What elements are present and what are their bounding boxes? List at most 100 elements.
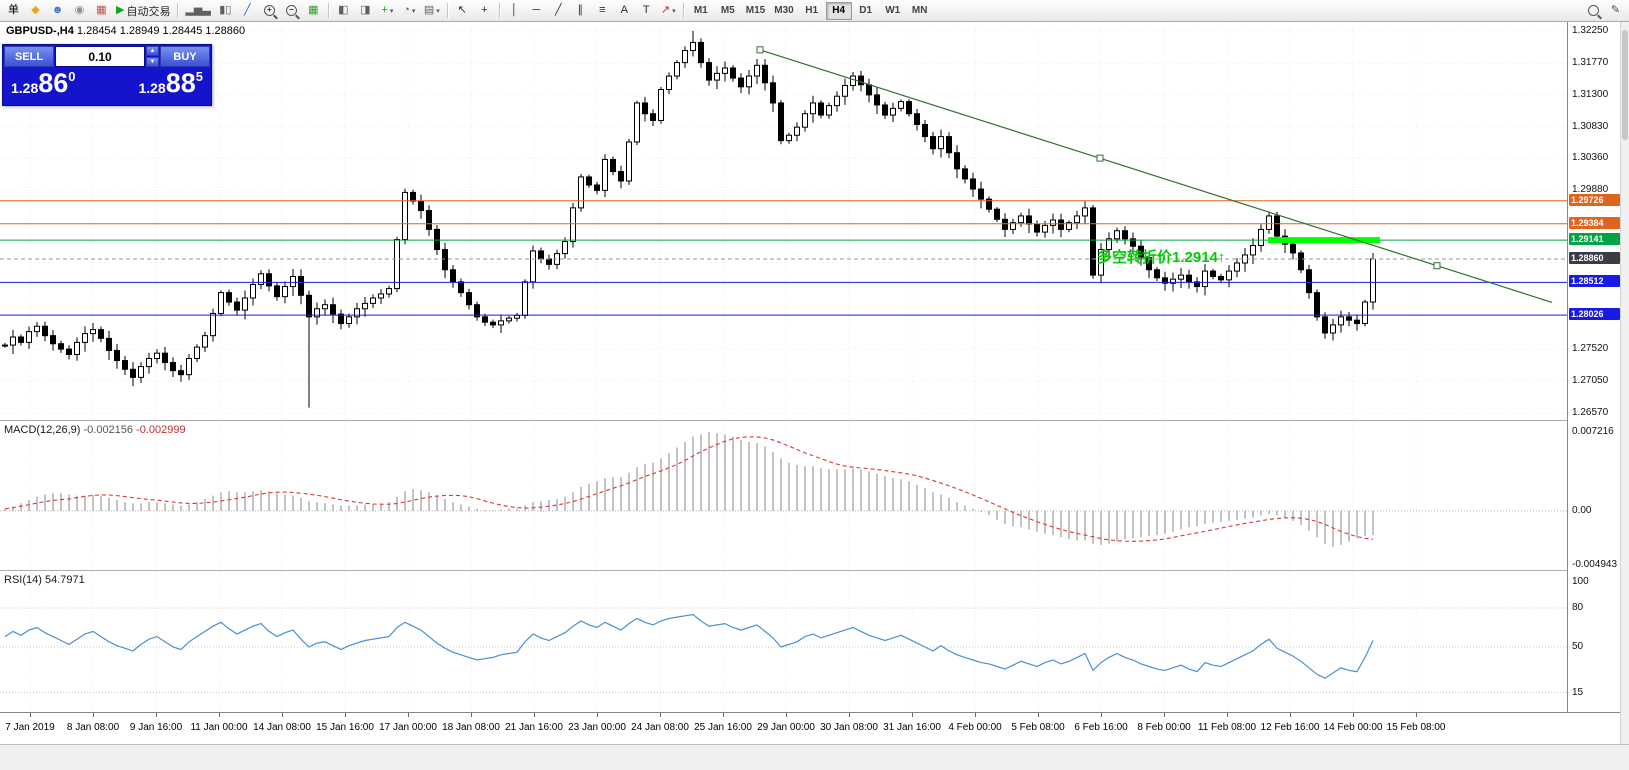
macd-signal-line — [4, 436, 1374, 542]
toolbar-separator — [446, 3, 448, 18]
panel-splitter[interactable] — [0, 420, 1620, 421]
lot-down-button[interactable]: ▼ — [146, 57, 159, 67]
time-tick — [282, 713, 283, 717]
text-label-icon[interactable]: T — [636, 1, 657, 20]
indicators-icon[interactable]: + ▾ — [377, 1, 398, 20]
fibonacci-icon[interactable]: ≡ — [592, 1, 613, 20]
time-tick — [534, 713, 535, 717]
time-tick — [597, 713, 598, 717]
axis-label: -0.004943 — [1572, 559, 1618, 570]
pencil-icon[interactable]: ✎ — [1605, 1, 1626, 20]
axis-label: 1.27520 — [1572, 343, 1609, 355]
cursor-icon[interactable]: ↖ — [452, 1, 473, 20]
search-icon[interactable] — [1583, 1, 1604, 20]
time-tick — [723, 713, 724, 717]
time-label: 11 Feb 08:00 — [1197, 722, 1257, 733]
crosshair-icon[interactable]: + — [474, 1, 495, 20]
bar-chart-icon[interactable]: ▂▅▃ — [182, 1, 213, 20]
profiles-icon[interactable]: ☻ — [47, 1, 68, 20]
lot-size-input[interactable] — [55, 46, 145, 67]
buy-button[interactable]: BUY — [160, 46, 210, 67]
time-tick — [471, 713, 472, 717]
axis-label: 100 — [1572, 576, 1589, 587]
sell-button[interactable]: SELL — [4, 46, 54, 67]
time-tick — [660, 713, 661, 717]
timeframe-h1[interactable]: H1 — [799, 2, 825, 20]
time-label: 8 Feb 00:00 — [1137, 722, 1191, 733]
new-order-icon[interactable]: ◆ — [25, 1, 46, 20]
zoom-in-icon[interactable]: + — [259, 1, 280, 20]
autotrading-button[interactable]: ▶ 自动交易 — [113, 1, 173, 20]
axis-label: 1.31300 — [1572, 88, 1609, 100]
buy-price[interactable]: 1.28 88 5 — [138, 68, 203, 98]
arrows-icon[interactable]: ↗ ▾ — [658, 1, 679, 20]
time-tick — [975, 713, 976, 717]
time-label: 30 Jan 08:00 — [820, 722, 878, 733]
trendline-handle[interactable] — [1433, 262, 1441, 270]
price-tag: 1.29141 — [1569, 233, 1620, 246]
channel-icon[interactable]: ∥ — [570, 1, 591, 20]
time-label: 7 Jan 2019 — [5, 722, 55, 733]
trendline-handle[interactable] — [756, 46, 764, 54]
timeframe-m15[interactable]: M15 — [742, 2, 769, 20]
trendline-icon[interactable]: ╱ — [548, 1, 569, 20]
templates-icon[interactable]: ▤ ▾ — [421, 1, 443, 20]
time-label: 18 Jan 08:00 — [442, 722, 500, 733]
timeframe-w1[interactable]: W1 — [880, 2, 906, 20]
tile-windows-icon[interactable]: ▦ — [303, 1, 324, 20]
auto-scroll-icon[interactable]: ◧ — [333, 1, 354, 20]
text-icon[interactable]: A — [614, 1, 635, 20]
timeframe-d1[interactable]: D1 — [853, 2, 879, 20]
time-label: 17 Jan 00:00 — [379, 722, 437, 733]
rsi-panel[interactable] — [0, 572, 1567, 712]
candles-layer — [2, 31, 1376, 408]
sell-price[interactable]: 1.28 86 0 — [11, 68, 76, 98]
axis-label: 1.30360 — [1572, 152, 1609, 164]
time-tick — [1227, 713, 1228, 717]
macd-panel[interactable] — [0, 422, 1567, 570]
horizontal-line-icon[interactable]: ─ — [526, 1, 547, 20]
chart-shift-icon[interactable]: ◨ — [355, 1, 376, 20]
timeframe-m30[interactable]: M30 — [770, 2, 797, 20]
time-label: 25 Jan 16:00 — [694, 722, 752, 733]
timeframe-m1[interactable]: M1 — [688, 2, 714, 20]
time-axis[interactable]: 7 Jan 2019 8 Jan 08:00 9 Jan 16:00 11 Jan 0… — [0, 712, 1620, 744]
macd-histogram — [4, 432, 1374, 548]
time-label: 14 Feb 00:00 — [1323, 722, 1383, 733]
timeframe-mn[interactable]: MN — [907, 2, 933, 20]
menu-item-partial[interactable]: 单 — [3, 1, 24, 20]
main-price-chart[interactable] — [0, 22, 1567, 420]
scrollbar-thumb[interactable] — [1622, 30, 1628, 140]
vertical-line-icon[interactable]: │ — [504, 1, 525, 20]
time-label: 12 Feb 16:00 — [1260, 722, 1320, 733]
candlestick-chart-icon[interactable]: ▮▯ — [215, 1, 236, 20]
time-label: 15 Jan 16:00 — [316, 722, 374, 733]
line-chart-icon[interactable]: ╱ — [237, 1, 258, 20]
toolbar: 单 ◆ ☻ ◉ ▦ ▶ 自动交易 ▂▅▃ ▮▯ ╱ + − ▦ ◧ ◨ + ▾ ◔ ▾ ▤ ▾ ↖ + │ ─ ╱ ∥ ≡ A T ↗ ▾ M1… — [0, 0, 1629, 22]
time-tick — [30, 713, 31, 717]
trendline-handle[interactable] — [1096, 154, 1104, 162]
vertical-scrollbar[interactable] — [1620, 22, 1629, 744]
periods-icon[interactable]: ◔ ▾ — [399, 1, 420, 20]
time-label: 21 Jan 16:00 — [505, 722, 563, 733]
axis-label: 80 — [1572, 602, 1584, 613]
market-watch-icon[interactable]: ▦ — [91, 1, 112, 20]
symbol-period-label: GBPUSD-,H4 — [6, 25, 74, 37]
trendline[interactable] — [759, 49, 1553, 303]
zoom-out-icon[interactable]: − — [281, 1, 302, 20]
toolbar-separator — [327, 3, 329, 18]
panel-splitter[interactable] — [0, 570, 1620, 571]
timeframe-h4[interactable]: H4 — [825, 1, 852, 20]
history-center-icon[interactable]: ◉ — [69, 1, 90, 20]
lot-up-button[interactable]: ▲ — [146, 46, 159, 56]
time-tick — [93, 713, 94, 717]
window-bottom-strip — [0, 744, 1629, 770]
time-label: 14 Jan 08:00 — [253, 722, 311, 733]
time-label: 15 Feb 08:00 — [1386, 722, 1446, 733]
time-tick — [408, 713, 409, 717]
timeframe-m5[interactable]: M5 — [715, 2, 741, 20]
price-axis[interactable]: 1.32250 1.31770 1.31300 1.30830 1.30360 1.298… — [1567, 22, 1620, 744]
axis-label: 1.29880 — [1572, 184, 1609, 196]
toolbar-separator — [682, 3, 684, 18]
